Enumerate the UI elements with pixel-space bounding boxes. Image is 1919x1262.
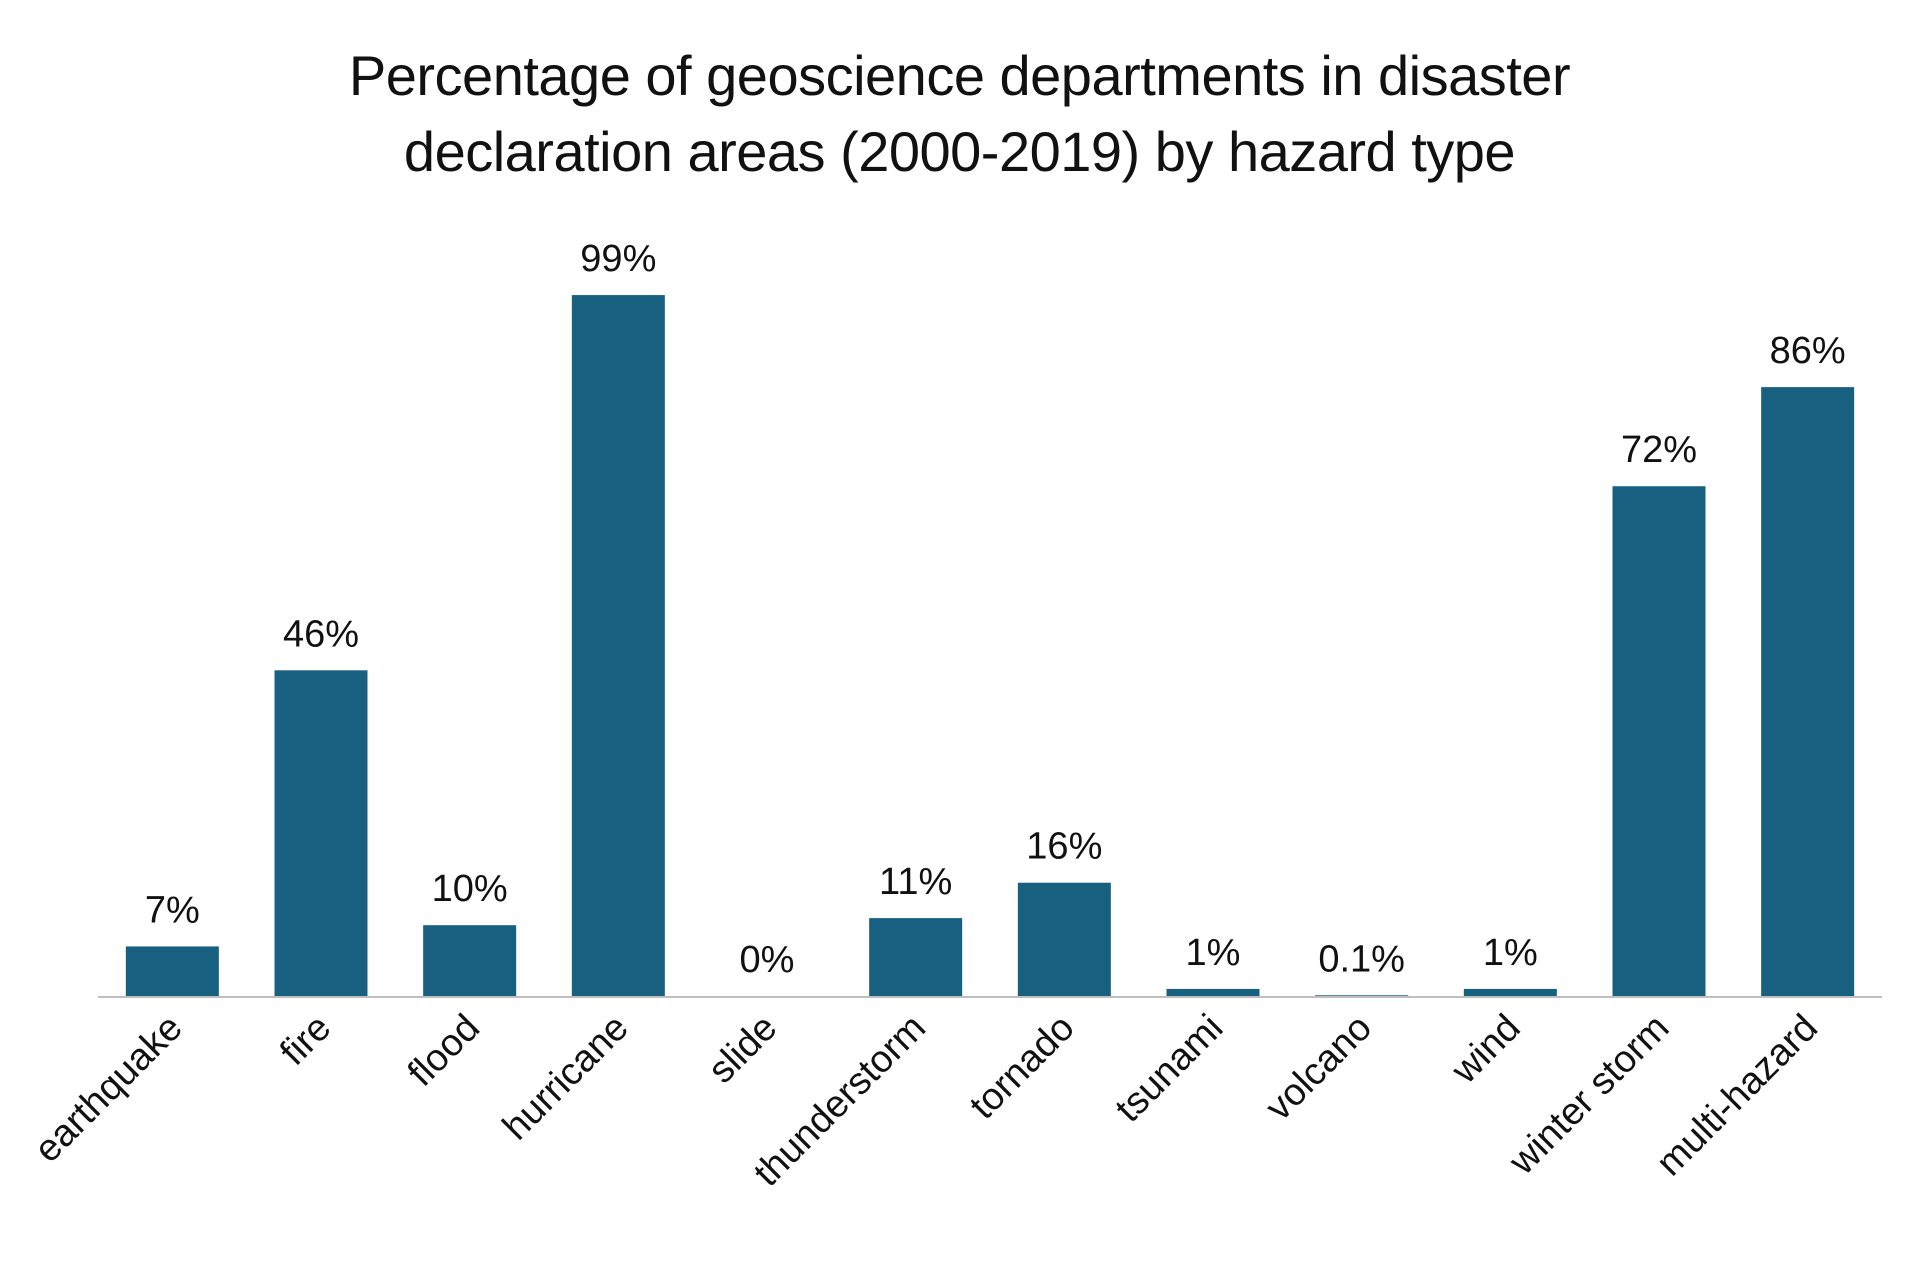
data-label-earthquake: 7% [145,889,200,931]
bar-tornado [1017,882,1111,996]
data-label-thunderstorm: 11% [879,861,952,903]
bar-tsunami [1166,988,1260,996]
data-label-flood: 10% [432,868,508,910]
data-label-tsunami: 1% [1186,932,1241,974]
bar-winter-storm [1612,486,1706,996]
category-label-earthquake: earthquake [27,1007,191,1171]
chart-title: Percentage of geoscience departments in … [0,38,1919,190]
category-label-wind: wind [1443,1007,1529,1093]
chart-title-line-2: declaration areas (2000-2019) by hazard … [403,120,1516,183]
bar-multi-hazard [1761,387,1855,996]
data-label-tornado: 16% [1026,826,1102,868]
chart-title-line-1: Percentage of geoscience departments in … [348,44,1571,107]
bar-volcano [1315,995,1409,996]
data-label-wind: 1% [1483,932,1538,974]
bar-thunderstorm [869,918,963,996]
data-label-volcano: 0.1% [1318,938,1405,980]
bar-flood [423,925,517,996]
category-label-tsunami: tsunami [1108,1007,1232,1131]
category-label-tornado: tornado [962,1007,1083,1128]
data-label-multi-hazard: 86% [1770,330,1846,372]
category-label-multi-hazard: multi-hazard [1648,1007,1826,1185]
data-label-slide: 0% [740,939,795,981]
bar-hurricane [571,295,665,997]
data-label-winter-storm: 72% [1621,429,1697,471]
category-label-fire: fire [272,1007,339,1074]
category-label-volcano: volcano [1258,1007,1380,1129]
bar-earthquake [125,946,219,996]
data-label-fire: 46% [283,613,359,655]
bar-fire [274,670,368,996]
category-label-flood: flood [400,1007,488,1095]
data-label-hurricane: 99% [580,238,656,280]
bars-group [125,295,1855,997]
data-labels-group: 7% 46% 10% 99% 0% 11% 16% 1% 0.1% 1% 72% 86% [145,238,1846,981]
category-label-slide: slide [700,1007,785,1092]
category-label-hurricane: hurricane [495,1007,637,1149]
bar-wind [1463,988,1557,996]
category-labels-group: earthquake fire flood hurricane slidethunder… [27,1007,1826,1195]
